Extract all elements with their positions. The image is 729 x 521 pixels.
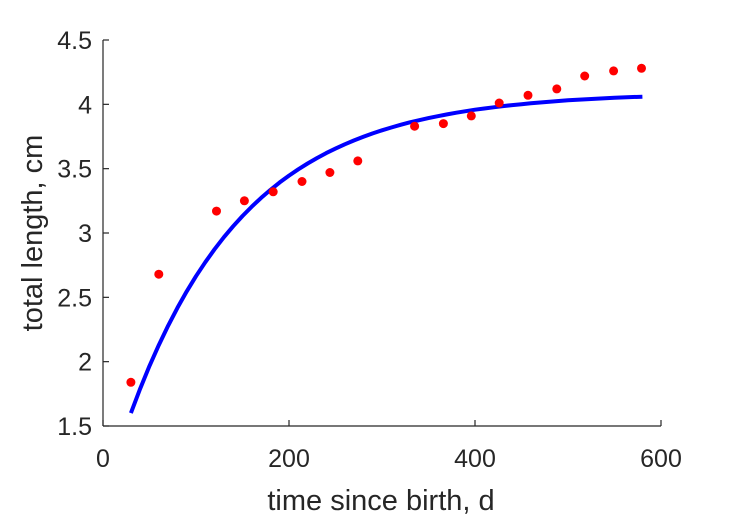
data-point <box>353 156 363 166</box>
data-point <box>268 187 278 197</box>
plot-area <box>126 63 646 414</box>
data-point <box>552 84 562 94</box>
axes: 1.5 2 2.5 3 3.5 4 4.5 0 200 400 600 <box>57 27 682 473</box>
x-tick-label: 400 <box>454 445 496 473</box>
y-tick-label: 1.5 <box>57 413 92 441</box>
x-tick-label: 600 <box>640 445 682 473</box>
data-point <box>212 206 221 216</box>
data-point <box>297 177 307 186</box>
x-tick-label: 200 <box>268 445 310 473</box>
y-tick-label: 2 <box>78 349 92 377</box>
data-point <box>126 377 136 387</box>
y-tick-label: 4.5 <box>57 27 92 55</box>
data-point <box>466 111 476 121</box>
data-point <box>438 119 448 129</box>
data-point <box>523 90 533 100</box>
y-axis-label: total length, cm <box>17 135 49 332</box>
data-point <box>410 121 420 131</box>
data-point <box>154 269 164 279</box>
data-point <box>580 71 590 81</box>
data-point <box>325 168 335 177</box>
fitted-curve <box>129 94 643 414</box>
x-tick-label: 0 <box>96 445 110 473</box>
x-axis-label: time since birth, d <box>267 485 494 517</box>
y-tick-label: 3.5 <box>57 156 92 184</box>
y-tick-label: 4 <box>78 91 92 119</box>
data-point <box>637 63 646 73</box>
data-point <box>494 98 504 108</box>
y-tick-label: 2.5 <box>57 284 92 312</box>
data-point <box>609 66 619 76</box>
y-tick-label: 3 <box>78 220 92 248</box>
data-point <box>239 196 249 206</box>
